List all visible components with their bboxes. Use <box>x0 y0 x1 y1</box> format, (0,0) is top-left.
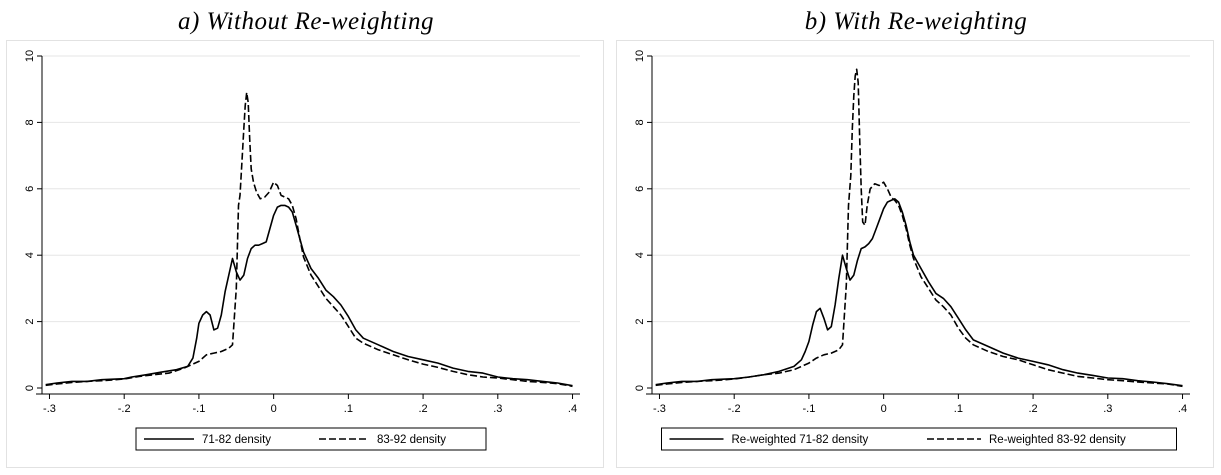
x-tick-label: -.1 <box>192 403 205 415</box>
series-line-solid <box>655 198 1183 387</box>
y-tick-label: 0 <box>634 385 646 391</box>
x-tick-label: .1 <box>954 403 963 415</box>
series-line-solid <box>45 204 573 387</box>
x-tick-label: .2 <box>1028 403 1037 415</box>
legend-label: Re-weighted 83-92 density <box>989 434 1126 446</box>
y-tick-label: 6 <box>634 186 646 192</box>
legend: 71-82 density 83-92 density <box>135 427 487 451</box>
x-tick-label: -.2 <box>728 403 741 415</box>
density-chart-a: 0 2 4 6 8 10 -.3 -.2 -.1 0 .1 .2 .3 .4 71-82 density 83… <box>24 50 580 451</box>
legend-label: 83-92 density <box>377 434 446 446</box>
legend-label: 71-82 density <box>202 434 271 446</box>
legend-box <box>135 427 487 451</box>
legend: Re-weighted 71-82 density Re-weighted 83-… <box>661 427 1177 451</box>
x-tick-label: .4 <box>568 403 577 415</box>
y-tick-label: 2 <box>634 319 646 325</box>
panel-title: a) Without Re-weighting <box>178 8 434 35</box>
x-tick-label: -.2 <box>118 403 131 415</box>
y-tick-label: 2 <box>24 319 36 325</box>
panel-b: b) With Re-weighting 0 2 4 6 8 10 -.3 -.2 -.1 0 .1… <box>616 0 1216 475</box>
y-tick-label: 4 <box>24 252 36 258</box>
x-tick-label: -.3 <box>43 403 56 415</box>
y-tick-label: 10 <box>24 50 36 62</box>
x-tick-label: .2 <box>418 403 427 415</box>
panel-a: a) Without Re-weighting 0 2 4 6 8 10 -.3 -.2 -.1… <box>6 0 606 475</box>
series-line-dashed <box>655 68 1183 388</box>
x-tick-label: -.3 <box>653 403 666 415</box>
y-tick-label: 0 <box>24 385 36 391</box>
y-tick-label: 4 <box>634 252 646 258</box>
series-line-dashed <box>45 91 573 388</box>
x-tick-label: .1 <box>344 403 353 415</box>
x-tick-label: .4 <box>1178 403 1187 415</box>
plot-frame <box>616 40 1214 468</box>
x-tick-label: -.1 <box>802 403 815 415</box>
panel-title: b) With Re-weighting <box>804 8 1028 35</box>
x-tick-label: 0 <box>271 403 277 415</box>
y-tick-label: 8 <box>634 119 646 125</box>
x-tick-label: .3 <box>1103 403 1112 415</box>
legend-box <box>661 427 1177 451</box>
legend-label: Re-weighted 71-82 density <box>732 434 869 446</box>
x-tick-label: 0 <box>881 403 887 415</box>
x-tick-label: .3 <box>493 403 502 415</box>
y-tick-label: 10 <box>634 50 646 62</box>
y-tick-label: 8 <box>24 119 36 125</box>
y-tick-label: 6 <box>24 186 36 192</box>
plot-frame <box>6 40 604 468</box>
